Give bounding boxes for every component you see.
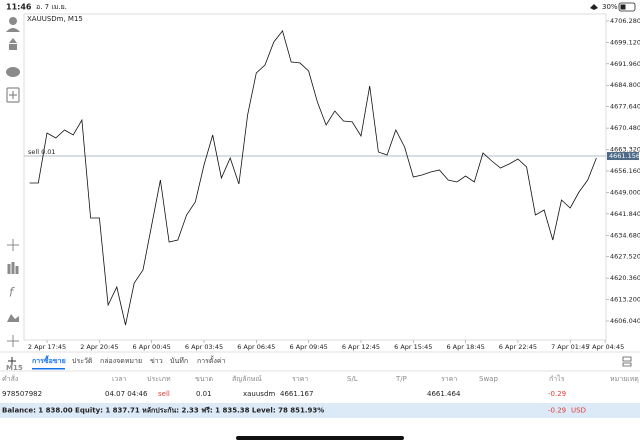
tab[interactable]: การซื้อขาย [32,354,66,365]
account-icon-body [6,28,20,32]
status-battery: 30% [602,3,618,11]
x-tick-label: 6 Apr 06:45 [237,343,275,351]
x-tick-label: 7 Apr 01:45 [551,343,589,351]
tab[interactable]: การตั้งค่า [197,354,226,365]
tab[interactable]: ประวัติ [72,357,93,365]
y-tick-label: 4677.640 [610,103,640,111]
y-tick-label: 4649.000 [610,188,640,196]
chart-title: XAUUSDm, M15 [27,15,83,23]
y-tick-label: 4699.120 [610,38,640,46]
y-tick-label: 4670.480 [610,124,640,132]
tab-bar: การซื้อขาย ประวัติ กล่องจดหมาย ข่าว บันทึก กา… [32,354,226,370]
chat-icon[interactable] [6,67,20,77]
wifi-icon [590,4,598,10]
trade-icon[interactable] [9,38,17,50]
x-tick-label: 6 Apr 18:45 [446,343,484,351]
column-header: ราคา [441,375,457,383]
cell-time: 04.07 04:46 [105,390,148,398]
x-tick-label: 6 Apr 12:45 [342,343,380,351]
y-tick-label: 4634.680 [610,231,640,239]
column-header: ราคา [292,375,308,383]
status-time: 11:46 [6,3,32,12]
x-tick-label: 6 Apr 22:45 [499,343,537,351]
add-tab-icon[interactable] [8,357,16,365]
chart: 4706.280 4699.120 4691.960 4684.800 4677.640… [24,17,640,351]
cell-volume: 0.01 [196,390,212,398]
x-tick-label: 6 Apr 15:45 [394,343,432,351]
timeframe-button[interactable]: M15 [6,364,23,372]
indicator-icon[interactable]: f [9,286,15,300]
new-order-plus [9,91,17,99]
balance-profit: -0.29 [548,407,566,415]
last-price-tag [607,152,639,161]
home-indicator [236,436,404,440]
crosshair-icon[interactable] [7,239,19,251]
position-label: sell 0.01 [28,148,56,156]
y-tick-label: 4641.840 [610,210,640,218]
cell-type: sell [158,390,170,398]
cell-order[interactable]: 978507982 [2,390,42,398]
cell-symbol: xauusdm [243,390,275,398]
y-tick-label: 4656.160 [610,167,640,175]
battery-icon [618,2,636,12]
column-header: T/P [395,375,407,383]
add-icon[interactable] [7,335,19,347]
y-tick-label: 4620.360 [610,274,640,282]
balance-text: Balance: 1 838.00 Equity: 1 837.71 หลักป… [2,407,324,415]
battery-level [620,4,626,10]
sidebar: f [6,17,20,347]
tab[interactable]: บันทึก [170,356,188,365]
balance-currency: USD [571,407,586,415]
account-icon[interactable] [9,17,17,25]
x-tick-label: 6 Apr 00:45 [133,343,171,351]
x-tick-label: 2 Apr 20:45 [80,343,118,351]
new-order-icon[interactable] [6,87,20,103]
column-header: ขนาด [195,375,213,383]
last-price-label: 4661.156 [609,152,640,160]
tab[interactable]: กล่องจดหมาย [100,357,142,365]
y-tick-label: 4706.280 [610,17,640,25]
x-tick-label: 2 Apr 17:45 [28,343,66,351]
layout-icon[interactable] [622,356,632,367]
chart-frame [23,13,607,341]
y-tick-label: 4606.040 [610,317,640,325]
balance-bar [0,403,640,418]
column-header: กำไร [549,374,565,383]
column-header: Swap [479,375,498,383]
status-date: อ. 7 เม.ย. [36,3,67,11]
objects-icon[interactable] [7,314,19,322]
y-tick-label: 4663.320 [610,146,640,154]
cell-open-price: 4661.167 [280,390,313,398]
cell-price: 4661.464 [427,390,461,398]
x-tick-label: 6 Apr 09:45 [290,343,328,351]
x-tick-label: 6 Apr 03:45 [185,343,223,351]
y-tick-label: 4613.200 [610,296,640,304]
column-header: คำสั่ง [2,374,18,383]
candles-icon[interactable] [7,262,19,274]
tab[interactable]: ข่าว [150,357,163,365]
table-header: คำสั่ง เวลา ประเภท ขนาด สัญลักษณ์ ราคา S/L T/P ร… [2,374,639,383]
column-header: S/L [347,375,358,383]
column-header: สัญลักษณ์ [232,375,262,383]
y-tick-label: 4627.520 [610,253,640,261]
cell-profit: -0.29 [548,390,566,398]
column-header: หมายเหตุ [610,375,639,383]
price-line [29,30,597,326]
column-header: เวลา [112,375,127,383]
tab-underline [32,368,65,370]
y-tick-label: 4691.960 [610,60,640,68]
x-tick-label: 7 Apr 04:45 [586,343,624,351]
y-tick-label: 4684.800 [610,81,640,89]
column-header: ประเภท [147,375,171,383]
